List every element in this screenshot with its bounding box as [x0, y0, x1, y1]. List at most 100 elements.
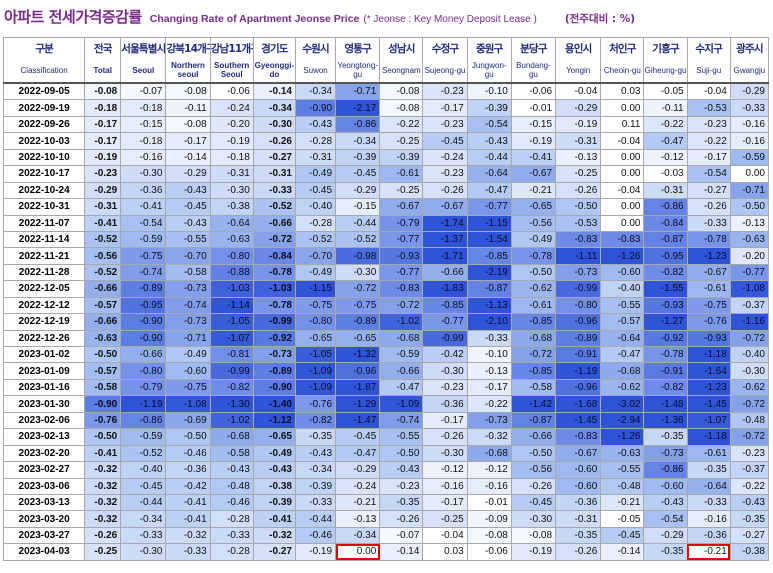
rate-cell: -0.57: [84, 362, 122, 380]
rate-cell: -1.26: [600, 428, 645, 446]
rate-cell: -0.79: [379, 214, 424, 232]
row-date: 2023-02-27: [2, 461, 86, 479]
table-row: 2023-04-03 -0.25 -0.30 -0.33 -0.28 -0.27 -0.19…: [2, 543, 770, 561]
column-header-en: Classification: [2, 58, 86, 84]
rate-cell: -0.75: [294, 296, 337, 315]
row-date: 2023-02-20: [2, 444, 86, 463]
rate-cell: -0.98: [335, 247, 381, 265]
rate-cell: -1.87: [335, 378, 381, 397]
table-row: 2022-09-19 -0.18 -0.18 -0.11 -0.24 -0.34 -0.90…: [2, 99, 770, 117]
column-header-ko: 수정구: [422, 37, 468, 58]
rate-cell: -1.83: [422, 280, 468, 298]
rate-cell: -0.53: [555, 214, 602, 232]
rate-cell: -0.73: [466, 411, 512, 430]
rate-cell: -0.19: [294, 543, 337, 561]
rate-cell: -0.65: [252, 428, 296, 446]
rate-cell: -0.89: [252, 362, 296, 380]
rate-cell: -0.08: [466, 526, 512, 545]
rate-cell: -0.82: [209, 378, 254, 397]
rate-cell: -0.04: [600, 181, 645, 200]
rate-cell: -0.72: [379, 296, 424, 315]
title-korean: 아파트 전세가격증감률: [4, 8, 142, 26]
rate-cell: -0.78: [686, 230, 731, 249]
table-row: 2022-10-03 -0.17 -0.18 -0.17 -0.19 -0.26 -0.28…: [2, 132, 770, 150]
rate-cell: -0.35: [294, 428, 337, 446]
rate-cell: -0.31: [294, 148, 337, 167]
rate-cell: -0.46: [209, 493, 254, 512]
rate-cell: -0.82: [643, 378, 688, 397]
rate-cell: -0.16: [686, 510, 731, 528]
rate-cell: -0.47: [643, 132, 688, 150]
rate-cell: -1.18: [686, 428, 731, 446]
row-date: 2023-01-16: [2, 378, 86, 397]
rate-cell: -0.30: [209, 181, 254, 200]
rate-cell: -0.07: [379, 526, 424, 545]
rate-cell: -0.17: [466, 378, 512, 397]
rate-cell: -0.08: [165, 115, 211, 134]
rate-cell: -0.61: [686, 444, 731, 463]
rate-cell: -0.33: [686, 214, 731, 232]
rate-cell: -0.23: [686, 115, 731, 134]
row-date: 2022-09-19: [2, 99, 86, 117]
rate-cell: -0.60: [555, 477, 602, 495]
rate-cell: -0.55: [379, 428, 424, 446]
rate-cell: -0.17: [422, 99, 468, 117]
rate-cell: -0.78: [252, 263, 296, 282]
rate-cell: -0.16: [729, 115, 770, 134]
rate-cell: -0.18: [120, 132, 167, 150]
rate-cell: -1.07: [209, 329, 254, 348]
rate-cell: -0.63: [84, 329, 122, 348]
rate-cell: -0.89: [555, 329, 602, 348]
rate-cell: -1.14: [209, 296, 254, 315]
rate-cell: -0.73: [252, 345, 296, 364]
rate-cell: -0.52: [252, 198, 296, 216]
rate-cell: 0.00: [600, 198, 645, 216]
column-header-en: Cheoin-gu: [600, 58, 645, 84]
rate-cell: -0.30: [510, 510, 557, 528]
rate-cell: -0.14: [165, 148, 211, 167]
rate-cell: -0.45: [510, 493, 557, 512]
rate-cell: -0.26: [252, 132, 296, 150]
rate-cell: -0.92: [643, 329, 688, 348]
table-row: 2023-03-06 -0.32 -0.45 -0.42 -0.48 -0.38 -0.39…: [2, 477, 770, 495]
table-row: 2023-01-16 -0.58 -0.79 -0.75 -0.82 -0.90 -1.09…: [2, 378, 770, 397]
rate-cell: -0.68: [379, 329, 424, 348]
column-header-en: Gwangju: [729, 58, 770, 84]
rate-cell: -0.43: [643, 493, 688, 512]
rate-cell: -0.45: [165, 198, 211, 216]
rate-cell: -0.55: [600, 461, 645, 479]
rate-cell: -0.75: [165, 378, 211, 397]
rate-cell: -0.47: [335, 444, 381, 463]
rate-cell: -0.28: [294, 214, 337, 232]
rate-cell: -0.26: [510, 477, 557, 495]
rate-cell: -0.85: [422, 296, 468, 315]
rate-cell: -1.08: [165, 395, 211, 413]
row-date: 2022-12-05: [2, 280, 86, 298]
row-date: 2022-12-26: [2, 329, 86, 348]
rate-cell: -0.22: [686, 132, 731, 150]
column-header-en: Jungwon-gu: [466, 58, 512, 84]
row-date: 2022-10-03: [2, 132, 86, 150]
row-date: 2022-11-21: [2, 247, 86, 265]
rate-cell: -0.27: [686, 181, 731, 200]
rate-cell: -0.08: [379, 82, 424, 101]
rate-cell: -0.72: [729, 395, 770, 413]
rate-cell: -0.45: [294, 181, 337, 200]
rate-cell: -0.20: [729, 247, 770, 265]
rate-cell: -0.45: [335, 428, 381, 446]
rate-cell: -0.83: [600, 230, 645, 249]
rate-cell: -0.73: [555, 263, 602, 282]
row-date: 2023-01-30: [2, 395, 86, 413]
rate-cell: -0.22: [379, 115, 424, 134]
rate-cell: -0.35: [555, 526, 602, 545]
table-row: 2022-09-26 -0.17 -0.15 -0.08 -0.20 -0.30 -0.43…: [2, 115, 770, 134]
rate-cell: -0.93: [686, 329, 731, 348]
rate-cell: -0.23: [422, 82, 468, 101]
rate-cell: -0.87: [466, 280, 512, 298]
rate-cell: -0.78: [643, 345, 688, 364]
rate-cell: -1.15: [294, 280, 337, 298]
rate-cell: -0.76: [686, 313, 731, 331]
rate-cell: -0.90: [294, 99, 337, 117]
rate-cell: -0.36: [686, 526, 731, 545]
row-date: 2022-11-28: [2, 263, 86, 282]
